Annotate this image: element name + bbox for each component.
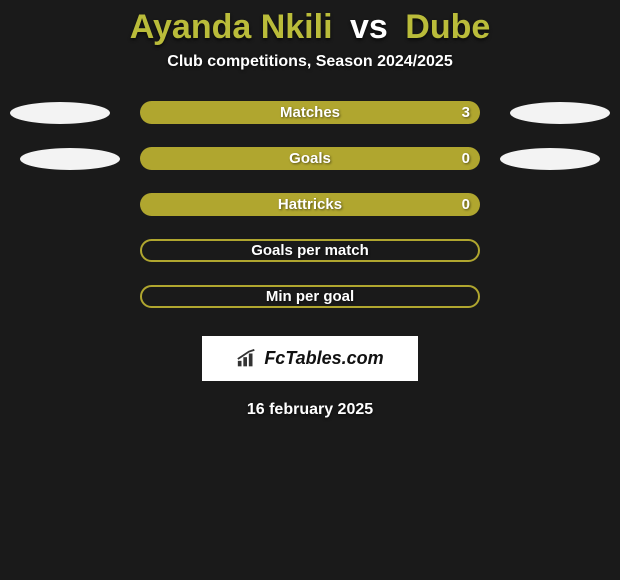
player1-name: Ayanda Nkili bbox=[130, 8, 333, 46]
stat-bar: Matches 3 bbox=[140, 101, 480, 124]
stat-rows: Matches 3 Goals 0 Hattricks 0 Goals per match M… bbox=[0, 101, 620, 308]
stat-label: Matches bbox=[280, 104, 340, 121]
stat-label: Hattricks bbox=[278, 196, 342, 213]
logo-text: FcTables.com bbox=[264, 348, 383, 369]
chart-icon bbox=[236, 349, 258, 369]
stat-row: Hattricks 0 bbox=[0, 193, 620, 216]
stat-value: 0 bbox=[462, 196, 470, 213]
stat-label: Min per goal bbox=[266, 288, 354, 305]
page-title: Ayanda Nkili vs Dube bbox=[0, 0, 620, 53]
logo-box: FcTables.com bbox=[202, 336, 418, 381]
vs-label: vs bbox=[350, 8, 388, 46]
stat-row: Matches 3 bbox=[0, 101, 620, 124]
stat-label: Goals bbox=[289, 150, 331, 167]
stat-row: Goals per match bbox=[0, 239, 620, 262]
date-label: 16 february 2025 bbox=[0, 401, 620, 419]
ellipse-left bbox=[20, 148, 120, 170]
stat-value: 0 bbox=[462, 150, 470, 167]
player2-name: Dube bbox=[405, 8, 490, 46]
ellipse-right bbox=[500, 148, 600, 170]
stat-label: Goals per match bbox=[251, 242, 369, 259]
stat-value: 3 bbox=[462, 104, 470, 121]
subtitle: Club competitions, Season 2024/2025 bbox=[0, 53, 620, 71]
stats-comparison-card: Ayanda Nkili vs Dube Club competitions, … bbox=[0, 0, 620, 419]
stat-bar: Goals per match bbox=[140, 239, 480, 262]
ellipse-left bbox=[10, 102, 110, 124]
stat-bar: Hattricks 0 bbox=[140, 193, 480, 216]
ellipse-right bbox=[510, 102, 610, 124]
stat-row: Goals 0 bbox=[0, 147, 620, 170]
stat-row: Min per goal bbox=[0, 285, 620, 308]
stat-bar: Min per goal bbox=[140, 285, 480, 308]
stat-bar: Goals 0 bbox=[140, 147, 480, 170]
